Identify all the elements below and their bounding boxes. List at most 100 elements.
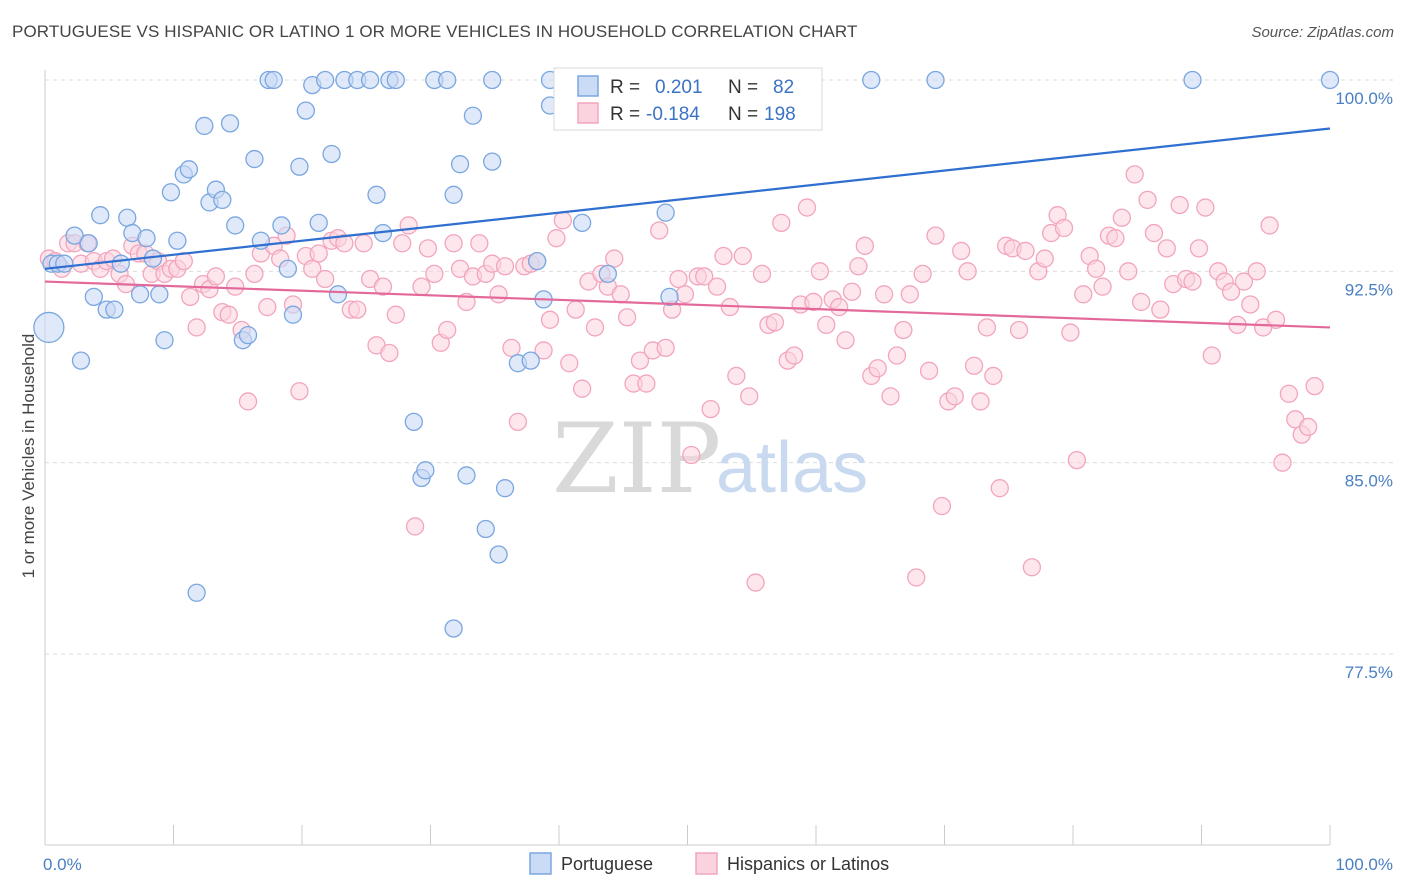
legend-box: R = 0.201 N = 82 R = -0.184 N = 198 (553, 67, 823, 131)
portuguese-point-44 (322, 144, 341, 164)
hispanics-point-152 (1016, 241, 1035, 261)
hispanics-point-26 (206, 267, 226, 286)
hispanics-point-79 (547, 229, 566, 248)
hispanics-point-96 (656, 338, 675, 358)
hispanics-point-85 (585, 318, 605, 337)
hispanics-point-41 (303, 259, 322, 278)
portuguese-point-63 (476, 519, 495, 539)
portuguese-point-31 (238, 325, 258, 345)
portuguese-point-14 (130, 285, 150, 304)
hispanics-point-32 (245, 264, 264, 284)
hispanics-point-83 (572, 379, 592, 398)
hispanics-point-39 (290, 382, 309, 401)
hispanics-point-132 (887, 346, 907, 365)
portuguese-point-70 (528, 251, 547, 271)
portuguese-point-17 (150, 285, 169, 304)
hispanics-point-43 (315, 269, 335, 289)
hispanics-point-188 (1247, 262, 1266, 281)
hispanics-point-114 (772, 213, 791, 233)
legend-r-value-1: 0.201 (655, 77, 703, 98)
axes (44, 70, 1331, 846)
hispanics-point-161 (1074, 285, 1093, 304)
hispanics-point-56 (399, 216, 418, 235)
portuguese-point-53 (404, 412, 423, 431)
hispanics-point-160 (1067, 450, 1087, 470)
portuguese-point-52 (386, 70, 405, 90)
hispanics-point-127 (855, 236, 874, 255)
portuguese-point-32 (245, 149, 264, 169)
hispanics-point-28 (219, 305, 238, 324)
hispanics-point-95 (650, 221, 669, 240)
hispanics-point-173 (1151, 300, 1170, 319)
hispanics-point-163 (1086, 259, 1106, 278)
hispanics-point-146 (977, 318, 997, 337)
legend-swatch-hispanics (577, 102, 599, 124)
grid-lines (45, 79, 1395, 655)
hispanics-point-168 (1119, 262, 1138, 281)
hispanics-point-104 (707, 277, 727, 296)
hispanics-point-124 (836, 331, 855, 350)
hispanics-point-92 (630, 351, 650, 370)
portuguese-point-45 (328, 285, 348, 304)
portuguese-point-22 (179, 160, 199, 179)
hispanics-point-137 (919, 361, 939, 380)
bottom-legend-swatch-hispanics (695, 852, 718, 875)
hispanics-point-52 (373, 277, 393, 296)
hispanics-point-179 (1189, 239, 1209, 258)
legend-n-value-2: 198 (764, 104, 796, 125)
portuguese-trend-line (44, 127, 1331, 270)
hispanics-point-46 (335, 234, 354, 253)
hispanics-point-73 (508, 412, 528, 431)
portuguese-point-69 (521, 351, 540, 370)
hispanics-point-193 (1279, 384, 1299, 403)
hispanics-point-153 (1022, 558, 1042, 577)
portuguese-point-67 (495, 479, 515, 498)
hispanics-point-121 (817, 315, 836, 335)
portuguese-point-4 (65, 226, 84, 245)
portuguese-point-12 (118, 208, 137, 227)
hispanics-point-164 (1093, 277, 1112, 296)
portuguese-point-19 (161, 183, 181, 202)
bottom-legend-label-portuguese: Portuguese (561, 854, 653, 874)
portuguese-point-58 (444, 185, 463, 204)
hispanics-point-142 (952, 241, 971, 261)
hispanics-point-169 (1125, 165, 1144, 184)
portuguese-point-23 (187, 583, 206, 602)
portuguese-point-35 (264, 70, 283, 90)
y-tick-label-1: 85.0% (1345, 472, 1393, 491)
portuguese-point-8 (91, 206, 110, 225)
hispanics-point-72 (502, 338, 521, 358)
hispanics-point-167 (1112, 208, 1131, 227)
legend-r-value-2: -0.184 (646, 104, 700, 125)
legend-swatch-portuguese (577, 75, 599, 97)
hispanics-point-171 (1138, 190, 1157, 210)
hispanics-point-181 (1202, 346, 1221, 365)
legend-r-label-1: R = (610, 77, 640, 98)
hispanics-point-78 (540, 310, 560, 329)
y-tick-label-2: 92.5% (1345, 280, 1393, 299)
hispanics-point-133 (894, 320, 913, 340)
y-tick-label-3: 100.0% (1335, 89, 1393, 108)
hispanics-point-143 (958, 262, 977, 281)
hispanics-point-67 (470, 234, 489, 253)
portuguese-point-18 (155, 331, 174, 350)
hispanics-point-53 (380, 343, 399, 363)
portuguese-point-74 (572, 213, 592, 233)
hispanics-point-60 (425, 264, 444, 284)
portuguese-point-78 (660, 287, 679, 306)
portuguese-point-57 (438, 70, 457, 90)
bottom-legend-label-hispanics: Hispanics or Latinos (727, 854, 889, 874)
hispanics-point-62 (438, 320, 457, 340)
portuguese-point-43 (315, 70, 335, 90)
hispanics-point-144 (964, 356, 984, 375)
hispanics-point-93 (637, 374, 656, 393)
portuguese-point-62 (463, 106, 483, 125)
portuguese-point-60 (450, 155, 470, 174)
portuguese-point-39 (290, 157, 309, 176)
portuguese-point-10 (105, 300, 124, 319)
portuguese-point-6 (79, 234, 98, 253)
portuguese-point-29 (226, 216, 245, 235)
hispanics-point-178 (1183, 272, 1202, 291)
hispanics-point-89 (611, 285, 630, 304)
hispanics-point-166 (1106, 229, 1125, 248)
